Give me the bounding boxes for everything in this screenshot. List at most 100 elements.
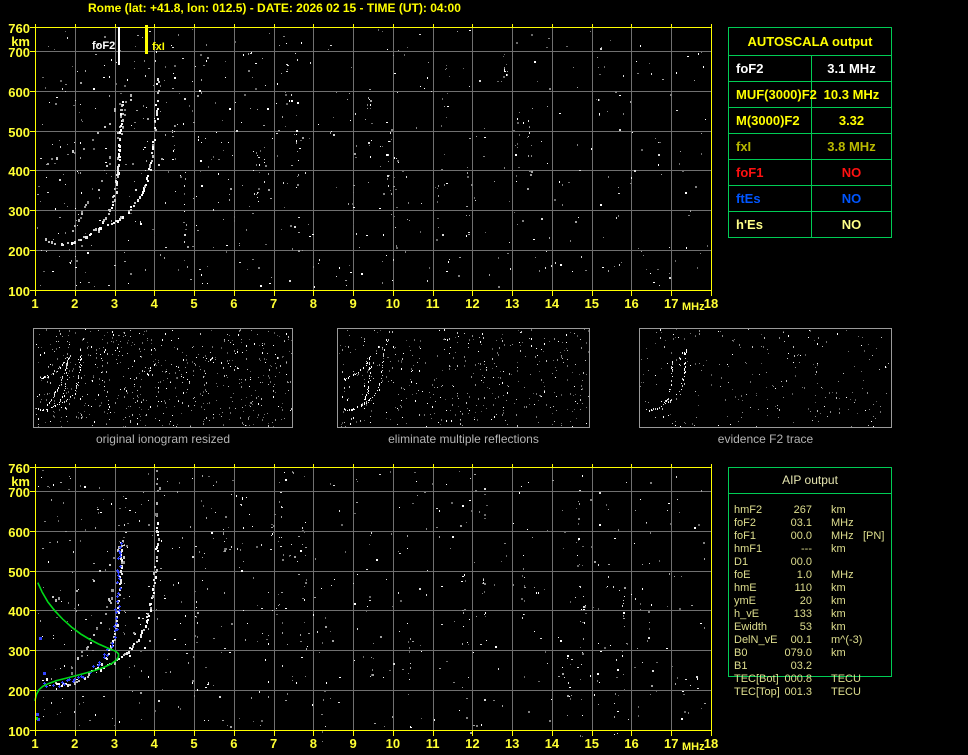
aip-row-label: foE [734,569,751,581]
y-axis-label: 100 [8,724,30,739]
foF2-marker-label: foF2 [92,40,116,52]
aip-row-value: 110 [794,582,812,594]
autoscala-table-header: AUTOSCALA output [747,34,873,49]
aip-row-unit: km [831,543,846,555]
aip-row-label: DelN_vE [734,634,778,646]
km-unit-label: km [11,34,30,49]
table-row: MUF(3000)F2 10.3 MHz [729,81,891,108]
thumbnail-filtered [337,328,590,428]
y-axis-label: 760 [8,21,30,36]
aip-row-label: foF1 [734,530,757,542]
autoscala-output-table: AUTOSCALA output foF2 3.1 MHz MUF(3000)F2 1… [728,27,892,238]
x-axis-label: 7 [269,736,278,751]
x-axis-label: 12 [465,296,480,311]
y-axis-label: 700 [8,484,30,500]
aip-row-value: --- [801,543,812,555]
aip-row-label: TEC[Bot] [734,673,779,685]
x-axis-label: 13 [504,736,520,751]
aip-row-value: 53 [799,621,812,633]
aip-row-extra: [PN] [863,530,885,542]
x-axis-label: 16 [624,736,639,751]
table-row: ftEs NO [729,185,891,212]
table-row-label: M(3000)F2 [729,108,812,134]
x-axis-label: 13 [504,296,520,311]
x-axis-label: 17 [664,736,679,751]
x-axis-label: 11 [425,296,440,311]
table-row-label: fxI [729,134,812,160]
y-axis-label: 400 [8,164,30,180]
y-axis-label: 500 [8,564,30,580]
aip-row-unit: m^(-3) [831,634,863,646]
aip-table-row: Ewidth 53 km [728,621,892,634]
aip-table-row: hmF1 --- km [728,543,892,556]
page-title: Rome (lat: +41.8, lon: 012.5) - DATE: 20… [88,1,461,15]
x-axis-label: 2 [71,296,79,311]
aip-row-unit: MHz [831,569,854,581]
aip-table-row: hmF2 267 km [728,504,892,517]
x-axis-label: 15 [584,736,599,751]
table-row-label: h'Es [729,212,812,238]
mhz-unit-label: MHz [682,741,705,753]
x-axis-label: 4 [150,296,158,311]
aip-row-value: 00.1 [790,634,812,646]
x-axis-label: 12 [465,736,480,751]
x-axis-label: 5 [190,736,198,751]
aip-row-label: hmF2 [734,504,763,516]
table-row: M(3000)F2 3.32 [729,107,891,134]
aip-row-unit: MHz [831,530,854,542]
aip-row-unit: TECU [831,686,861,698]
aip-row-value: 267 [793,504,812,516]
km-unit-label: km [11,474,30,489]
aip-row-value: 20 [799,595,812,607]
aip-row-unit: km [831,595,846,607]
table-row-label: ftEs [729,186,812,212]
aip-table-row: hmE 110 km [728,582,892,595]
thumbnail-caption-filtered: eliminate multiple reflections [388,432,539,446]
aip-row-label: h_vE [734,608,760,620]
aip-row-unit: km [831,582,846,594]
aip-row-label: B0 [734,647,748,659]
y-axis-label: 700 [8,44,30,60]
x-axis-label: 6 [230,736,238,751]
bottom-ionogram-canvas [23,455,723,755]
x-axis-label: 5 [190,296,198,311]
y-axis-label: 200 [8,684,30,700]
aip-table-row: h_vE 133 km [728,608,892,621]
aip-table-row: DelN_vE 00.1 m^(-3) [728,634,892,647]
aip-row-unit: km [831,504,846,516]
aip-table-row: D1 00.0 [728,556,892,569]
x-axis-label: 6 [230,296,238,311]
aip-row-label: hmF1 [734,543,763,555]
aip-table-header: AIP output [728,467,892,494]
aip-row-label: hmE [734,582,757,594]
x-axis-label: 10 [385,296,401,311]
aip-table-row: TEC[Top] 001.3 TECU [728,686,892,699]
aip-row-value: 1.0 [796,569,812,581]
thumbnail-original [33,328,293,428]
table-row-value: 3.8 MHz [827,139,876,154]
aip-row-unit: km [831,621,846,633]
table-row-label: foF1 [729,160,812,186]
aip-row-value: 03.1 [790,517,812,529]
aip-row-value: 000.8 [784,673,812,685]
thumbnail-f2-trace-canvas [640,329,891,427]
x-axis-label: 14 [544,736,560,751]
x-axis-label: 18 [703,736,719,751]
aip-row-label: TEC[Top] [734,686,780,698]
x-axis-label: 16 [624,296,639,311]
table-row-value: NO [841,191,862,206]
table-row-value: 10.3 MHz [823,87,880,102]
x-axis-label: 15 [584,296,599,311]
y-axis-label: 500 [8,124,30,140]
aip-row-unit: TECU [831,673,861,685]
thumbnail-f2-trace [639,328,892,428]
x-axis-label: 17 [664,296,679,311]
x-axis-label: 3 [110,736,119,751]
x-axis-label: 18 [703,296,719,311]
aip-row-unit: km [831,608,846,620]
x-axis-label: 10 [385,736,401,751]
thumbnail-original-canvas [34,329,292,427]
x-axis-label: 4 [150,736,158,751]
table-row-label: foF2 [729,56,812,82]
